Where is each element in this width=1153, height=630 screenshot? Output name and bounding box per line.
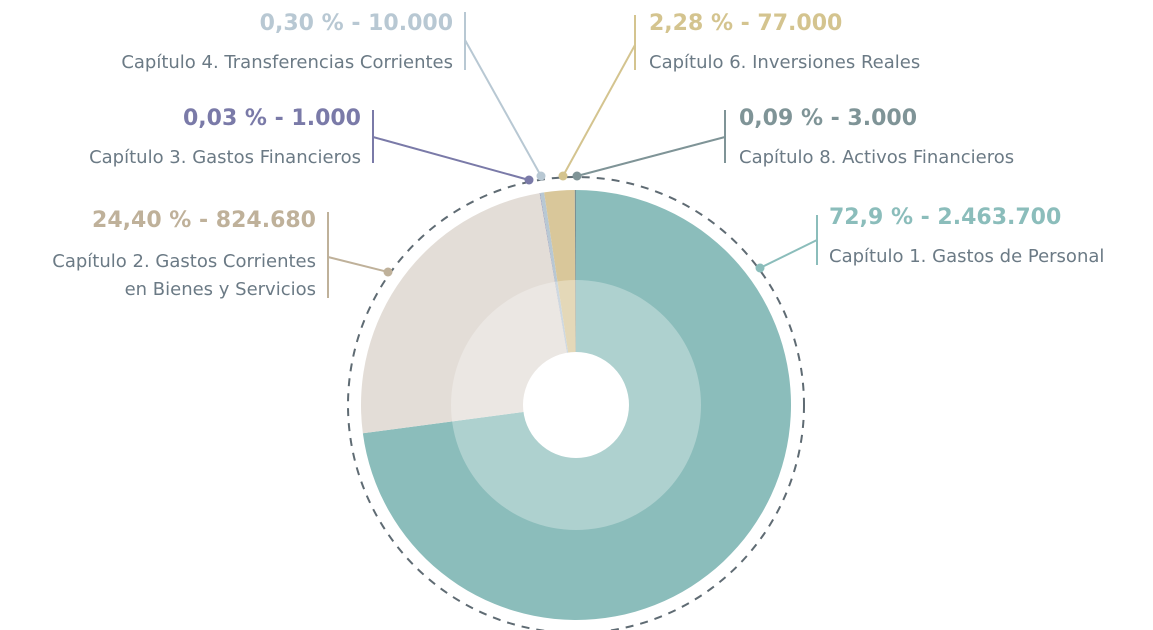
leader-line bbox=[562, 44, 636, 177]
leaders bbox=[327, 12, 818, 298]
leader-line bbox=[464, 39, 542, 177]
value-label: 0,30 % - 10.000 bbox=[259, 11, 453, 36]
leader-dot bbox=[536, 171, 546, 181]
category-label: Capítulo 3. Gastos Financieros bbox=[89, 147, 361, 168]
value-label: 0,09 % - 3.000 bbox=[739, 106, 918, 131]
value-label: 0,03 % - 1.000 bbox=[182, 106, 361, 131]
leader-dot bbox=[383, 267, 393, 277]
slice bbox=[361, 193, 576, 434]
value-label: 2,28 % - 77.000 bbox=[649, 11, 843, 36]
category-label: Capítulo 4. Transferencias Corrientes bbox=[121, 52, 453, 73]
leader-dot bbox=[755, 263, 765, 273]
slice bbox=[540, 192, 576, 405]
leader-line bbox=[576, 136, 726, 177]
value-label: 72,9 % - 2.463.700 bbox=[829, 205, 1062, 230]
leader-line bbox=[372, 136, 530, 181]
leader-line bbox=[759, 239, 818, 269]
hole bbox=[523, 352, 629, 458]
category-label: Capítulo 6. Inversiones Reales bbox=[649, 52, 921, 73]
value-label: 24,40 % - 824.680 bbox=[92, 208, 316, 233]
leader-line bbox=[327, 256, 389, 273]
category-label: Capítulo 8. Activos Financieros bbox=[739, 147, 1015, 168]
category-label: Capítulo 2. Gastos Corrientes en Bienes … bbox=[52, 251, 316, 300]
leader-dot bbox=[524, 175, 534, 185]
dashed-ring bbox=[347, 176, 805, 630]
slice bbox=[544, 190, 576, 405]
slice bbox=[574, 190, 576, 405]
leader-dot bbox=[572, 171, 582, 181]
leader-dot bbox=[558, 171, 568, 181]
category-label: Capítulo 1. Gastos de Personal bbox=[829, 246, 1105, 267]
slice bbox=[539, 193, 576, 405]
